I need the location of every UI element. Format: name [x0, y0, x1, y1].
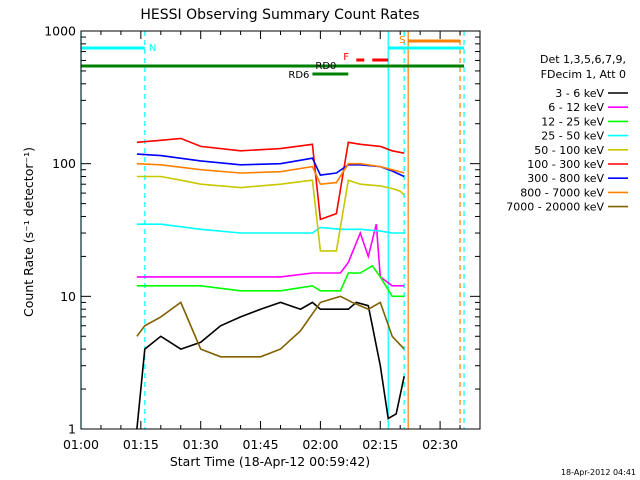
- y-tick-label-2: 100: [52, 156, 76, 171]
- x-tick-label-6: 02:30: [422, 437, 458, 452]
- plot-timestamp: 18-Apr-2012 04:41: [561, 468, 636, 477]
- state-label-rd6: RD6: [288, 70, 309, 81]
- y-tick-label-3: 1000: [44, 24, 76, 39]
- x-tick-label-2: 01:30: [183, 437, 219, 452]
- legend-label-6: 300 - 800 keV: [527, 172, 604, 185]
- series-line-8: [136, 295, 405, 358]
- x-tick-label-1: 01:15: [123, 437, 159, 452]
- legend: Det 1,3,5,6,7,9, FDecim 1, Att 0 3 - 6 k…: [506, 53, 628, 214]
- x-tick-label-0: 01:00: [63, 437, 99, 452]
- legend-label-0: 3 - 6 keV: [555, 87, 604, 100]
- legend-header-detectors: Det 1,3,5,6,7,9,: [540, 53, 626, 66]
- series-line-4: [136, 175, 405, 252]
- legend-label-1: 6 - 12 keV: [548, 101, 604, 114]
- state-label-s: S: [399, 35, 405, 46]
- state-label-f: F: [343, 52, 349, 63]
- plot-area: N S F RD0 RD6: [80, 31, 465, 430]
- series-line-3: [136, 223, 405, 234]
- series-line-5: [136, 137, 405, 221]
- state-label-n: N: [149, 43, 156, 54]
- series-line-0: [136, 301, 405, 430]
- x-axis-label: Start Time (18-Apr-12 00:59:42): [170, 454, 370, 469]
- legend-label-3: 25 - 50 keV: [541, 130, 604, 143]
- legend-label-7: 800 - 7000 keV: [520, 186, 604, 199]
- series-line-2: [136, 264, 405, 298]
- legend-label-2: 12 - 25 keV: [541, 115, 604, 128]
- y-tick-label-1: 10: [60, 289, 76, 304]
- x-tick-label-5: 02:15: [362, 437, 398, 452]
- legend-label-5: 100 - 300 keV: [527, 158, 604, 171]
- x-tick-label-4: 02:00: [302, 437, 338, 452]
- chart-title: HESSI Observing Summary Count Rates: [140, 7, 419, 23]
- legend-header-attenuator: FDecim 1, Att 0: [541, 68, 626, 81]
- y-tick-label-0: 1: [68, 422, 76, 437]
- x-tick-label-3: 01:45: [243, 437, 279, 452]
- legend-label-8: 7000 - 20000 keV: [506, 201, 604, 214]
- y-axis-label: Count Rate (s⁻¹ detector⁻¹): [21, 147, 36, 317]
- state-label-rd0: RD0: [315, 61, 336, 72]
- series-line-7: [136, 162, 405, 186]
- series-line-1: [136, 224, 405, 287]
- axes: 01:00 01:15 01:30 01:45 02:00 02:15 02:30 1 10 10…: [44, 24, 480, 452]
- legend-label-4: 50 - 100 keV: [534, 144, 604, 157]
